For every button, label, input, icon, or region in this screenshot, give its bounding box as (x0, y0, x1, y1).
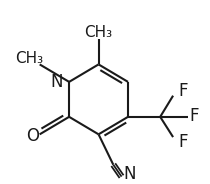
Text: N: N (124, 164, 136, 183)
Text: O: O (26, 127, 39, 145)
Text: CH₃: CH₃ (16, 51, 44, 66)
Text: F: F (190, 107, 199, 125)
Text: F: F (178, 82, 188, 100)
Text: F: F (178, 133, 188, 151)
Text: N: N (50, 73, 63, 91)
Text: CH₃: CH₃ (84, 25, 113, 40)
